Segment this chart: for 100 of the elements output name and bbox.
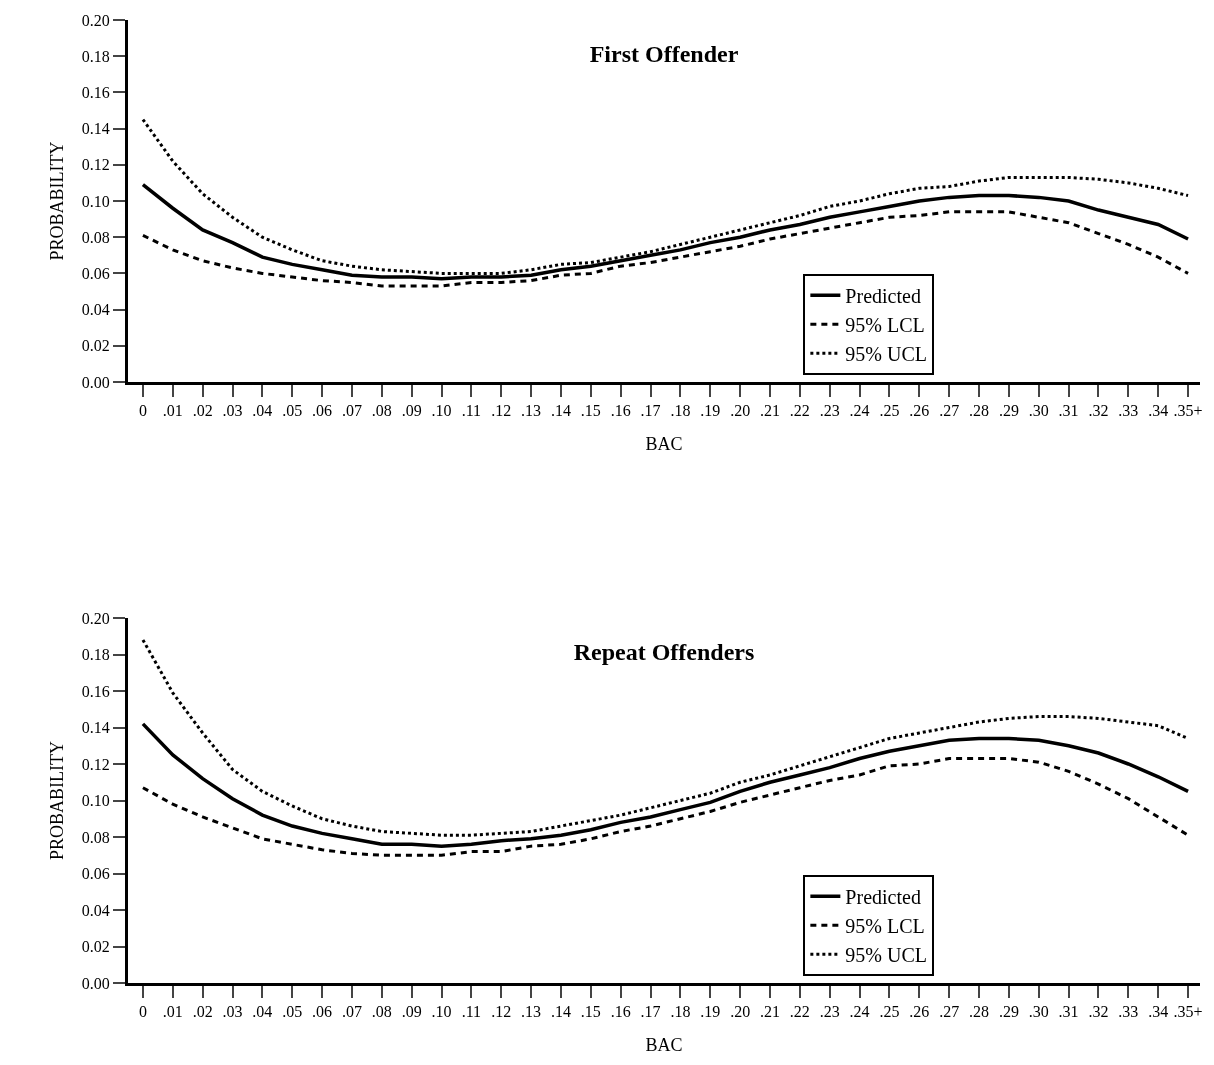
x-tick-label: .26 — [909, 402, 930, 420]
x-tick-label: .05 — [282, 402, 303, 420]
x-tick-label: .12 — [491, 1003, 512, 1021]
x-tick-label: .08 — [371, 1003, 392, 1021]
x-tick-label: 0 — [138, 1003, 147, 1021]
x-tick-label: .25 — [879, 1003, 900, 1021]
x-tick-label: .11 — [461, 402, 482, 420]
y-tick-label: 0.08 — [81, 228, 110, 246]
y-tick-label: 0.16 — [81, 84, 110, 101]
y-tick-label: 0.12 — [81, 156, 110, 174]
y-tick-label: 0.06 — [81, 265, 110, 282]
y-tick-label: 0.12 — [81, 755, 110, 773]
y-tick-label: 0.00 — [81, 974, 110, 992]
x-tick-label: .18 — [670, 1003, 691, 1021]
x-tick-label: .28 — [969, 402, 990, 420]
x-tick-label: .35+ — [1173, 1003, 1203, 1021]
x-tick-label: .32 — [1088, 402, 1109, 420]
x-tick-label: .32 — [1088, 1003, 1109, 1021]
x-tick-label: .30 — [1028, 402, 1049, 420]
x-tick-label: .11 — [461, 1003, 482, 1021]
x-tick-label: .29 — [998, 1003, 1019, 1021]
x-tick-label: .22 — [789, 1003, 810, 1021]
x-tick-label: .22 — [789, 402, 810, 420]
x-tick-label: .20 — [730, 402, 751, 420]
y-tick-label: 0.06 — [81, 865, 110, 883]
x-tick-label: .13 — [521, 402, 542, 420]
x-tick-label: .09 — [401, 402, 422, 420]
x-tick-label: .12 — [491, 402, 512, 420]
x-tick-label: .23 — [819, 402, 840, 420]
y-tick-label: 0.00 — [81, 373, 110, 391]
x-tick-label: .20 — [730, 1003, 751, 1021]
x-tick-label: .14 — [550, 402, 571, 420]
x-tick-label: .02 — [192, 402, 213, 420]
x-tick-label: .26 — [909, 1003, 930, 1021]
x-tick-label: .15 — [580, 1003, 601, 1021]
x-tick-label: .08 — [371, 402, 392, 420]
x-tick-label: .31 — [1058, 1003, 1079, 1021]
x-tick-label: .34 — [1148, 402, 1169, 420]
x-tick-label: .31 — [1058, 402, 1079, 420]
x-tick-label: .35+ — [1173, 402, 1203, 420]
line-series — [141, 722, 1190, 848]
x-tick-label: .05 — [282, 1003, 303, 1021]
x-tick-label: .33 — [1118, 1003, 1139, 1021]
x-tick-label: .07 — [341, 1003, 362, 1021]
y-tick-label: 0.10 — [81, 792, 110, 810]
legend-label: 95% UCL — [845, 343, 928, 366]
x-tick-label: .24 — [849, 1003, 870, 1021]
legend-label: Predicted — [845, 886, 921, 908]
x-tick-label: .19 — [700, 402, 721, 420]
x-tick-label: .02 — [192, 1003, 213, 1021]
x-tick-label: .03 — [222, 1003, 243, 1021]
legend-label: Predicted — [845, 285, 921, 308]
text: First Offender — [589, 41, 739, 68]
text: Repeat Offenders — [573, 639, 755, 666]
x-tick-label: .27 — [939, 1003, 960, 1021]
x-tick-label: .17 — [640, 1003, 661, 1021]
x-tick-label: .30 — [1028, 1003, 1049, 1021]
y-tick-label: 0.02 — [81, 938, 110, 956]
x-tick-label: .17 — [640, 402, 661, 420]
x-tick-label: .15 — [580, 402, 601, 420]
x-tick-label: .14 — [550, 1003, 571, 1021]
x-tick-label: .09 — [401, 1003, 422, 1021]
x-tick-label: .03 — [222, 402, 243, 420]
legend-label: 95% LCL — [845, 915, 925, 937]
x-tick-label: .04 — [252, 1003, 273, 1021]
x-tick-label: .13 — [521, 1003, 542, 1021]
y-tick-label: 0.10 — [81, 192, 110, 210]
x-tick-label: .23 — [819, 1003, 840, 1021]
line-series — [141, 757, 1190, 857]
x-tick-label: .01 — [162, 1003, 183, 1021]
y-tick-label: 0.02 — [81, 337, 110, 355]
x-tick-label: .27 — [939, 402, 960, 420]
x-tick-label: .01 — [162, 402, 183, 420]
x-tick-label: .06 — [312, 402, 333, 420]
y-tick-label: 0.20 — [81, 11, 110, 29]
legend-label: 95% UCL — [845, 944, 928, 966]
y-tick-label: 0.18 — [81, 646, 110, 664]
x-tick-label: .19 — [700, 1003, 721, 1021]
x-tick-label: .21 — [760, 1003, 781, 1021]
y-tick-label: 0.04 — [81, 301, 110, 319]
y-tick-label: 0.08 — [81, 828, 110, 846]
y-axis-title: PROBABILITY — [47, 141, 67, 261]
y-tick-label: 0.14 — [81, 719, 110, 737]
x-tick-label: .10 — [431, 402, 452, 420]
y-tick-label: 0.16 — [81, 682, 110, 700]
x-tick-label: .24 — [849, 402, 870, 420]
y-tick-label: 0.18 — [81, 47, 110, 65]
x-tick-label: .10 — [431, 1003, 452, 1021]
x-tick-label: .04 — [252, 402, 273, 420]
y-tick-label: 0.04 — [81, 901, 110, 919]
x-tick-label: .33 — [1118, 402, 1139, 420]
x-axis-title: BAC — [645, 1035, 683, 1056]
x-tick-label: .07 — [341, 402, 362, 420]
y-tick-label: 0.14 — [81, 120, 110, 138]
y-axis-title: PROBABILITY — [47, 740, 67, 861]
x-tick-label: .16 — [610, 1003, 631, 1021]
x-tick-label: 0 — [138, 402, 147, 420]
x-tick-label: .28 — [969, 1003, 990, 1021]
legend-label: 95% LCL — [845, 314, 925, 337]
y-tick-label: 0.20 — [81, 609, 110, 627]
